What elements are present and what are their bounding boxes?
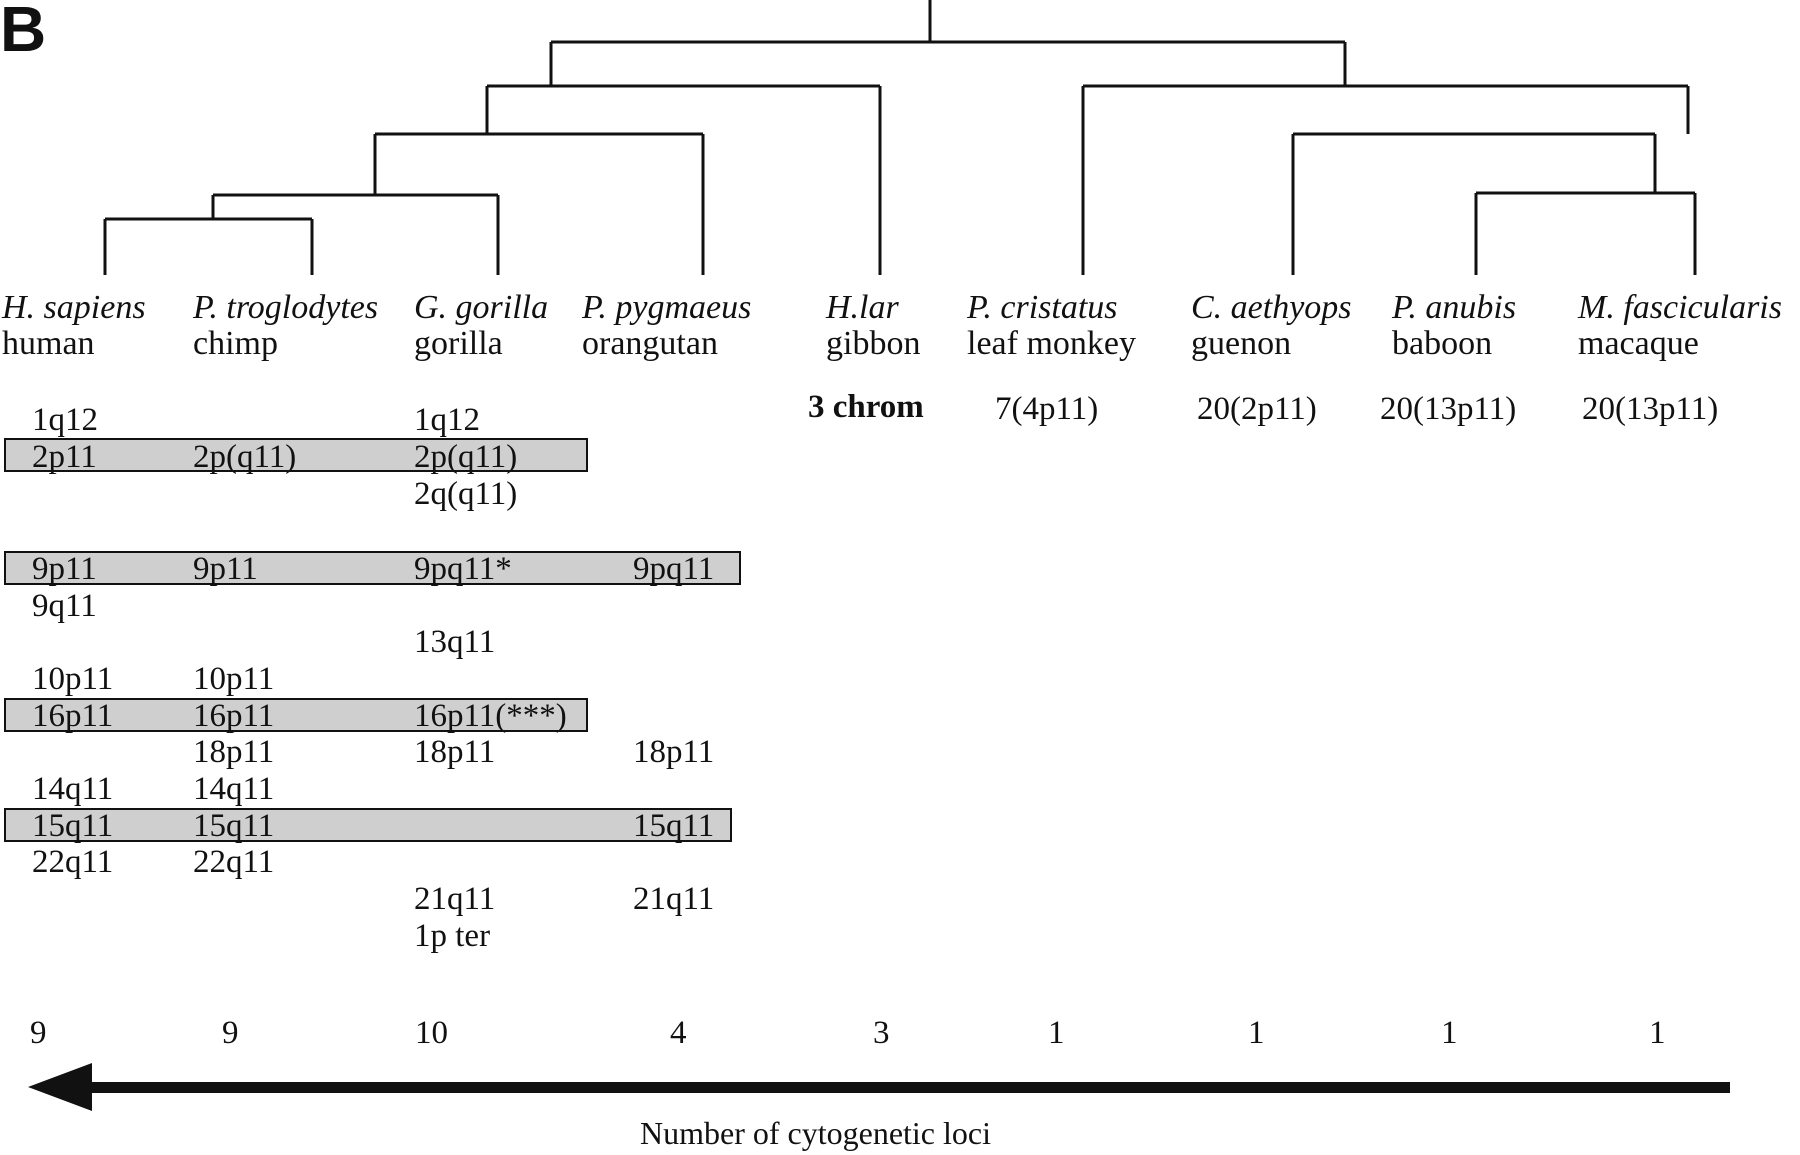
locus-entry: 14q11 <box>32 771 114 807</box>
axis-label: Number of cytogenetic loci <box>640 1115 991 1151</box>
locus-entry: 9p11 <box>193 551 258 587</box>
species-scientific-name: C. aethyops <box>1191 289 1352 326</box>
loci-count: 3 <box>873 1015 890 1051</box>
species-common-name: guenon <box>1191 325 1292 362</box>
locus-entry: 18p11 <box>193 734 275 770</box>
locus-entry: 20(2p11) <box>1197 391 1317 427</box>
locus-entry: 9q11 <box>32 588 97 624</box>
locus-entry: 15q11 <box>633 808 715 844</box>
species-scientific-name: G. gorilla <box>414 289 549 326</box>
locus-entry: 18p11 <box>633 734 715 770</box>
loci-count: 9 <box>222 1015 239 1051</box>
species-scientific-name: P. cristatus <box>967 289 1118 326</box>
species-scientific-name: P. anubis <box>1392 289 1517 326</box>
species-label-leaf-monkey: P. cristatus leaf monkey <box>967 290 1136 362</box>
loci-count: 1 <box>1248 1015 1265 1051</box>
species-common-name: leaf monkey <box>967 325 1136 362</box>
shared-locus-band-9 <box>4 551 741 585</box>
locus-entry: 9p11 <box>32 551 97 587</box>
species-label-gibbon: H.lar gibbon <box>826 290 920 362</box>
shared-locus-band-16 <box>4 698 588 732</box>
locus-entry: 21q11 <box>414 881 496 917</box>
locus-entry: 1q12 <box>32 402 98 438</box>
locus-entry: 16p11 <box>193 698 275 734</box>
locus-entry: 7(4p11) <box>995 391 1099 427</box>
locus-entry: 22q11 <box>193 844 275 880</box>
species-common-name: chimp <box>193 325 278 362</box>
species-label-gorilla: G. gorilla gorilla <box>414 290 548 362</box>
locus-entry: 16p11 <box>32 698 114 734</box>
species-scientific-name: H.lar <box>826 289 899 326</box>
species-scientific-name: M. fascicularis <box>1578 289 1782 326</box>
arrow-shaft <box>88 1082 1730 1093</box>
locus-entry: 1p ter <box>414 918 491 954</box>
shared-locus-band-15 <box>4 808 732 842</box>
species-label-human: H. sapiens human <box>2 290 146 362</box>
species-scientific-name: P. troglodytes <box>193 289 379 326</box>
species-label-baboon: P. anubis baboon <box>1392 290 1516 362</box>
locus-entry: 2q(q11) <box>414 476 518 512</box>
species-scientific-name: P. pygmaeus <box>582 289 752 326</box>
locus-entry: 21q11 <box>633 881 715 917</box>
locus-entry: 22q11 <box>32 844 114 880</box>
locus-entry: 18p11 <box>414 734 496 770</box>
species-common-name: macaque <box>1578 325 1699 362</box>
arrow-head <box>28 1063 92 1111</box>
species-label-macaque: M. fascicularis macaque <box>1578 290 1782 362</box>
panel-label: B <box>0 0 47 65</box>
locus-entry: 9pq11 <box>633 551 715 587</box>
loci-arrow <box>28 1063 1730 1111</box>
locus-entry: 20(13p11) <box>1380 391 1517 427</box>
locus-entry: 16p11(***) <box>414 698 567 734</box>
shared-locus-band-2 <box>4 438 588 472</box>
loci-count: 9 <box>30 1015 47 1051</box>
locus-entry: 13q11 <box>414 624 496 660</box>
loci-count: 10 <box>415 1015 448 1051</box>
species-label-chimp: P. troglodytes chimp <box>193 290 378 362</box>
tree-branches <box>103 0 1697 275</box>
locus-entry: 20(13p11) <box>1582 391 1719 427</box>
species-common-name: baboon <box>1392 325 1493 362</box>
locus-entry: 3 chrom <box>808 389 924 425</box>
locus-entry: 2p(q11) <box>193 439 297 475</box>
locus-entry: 14q11 <box>193 771 275 807</box>
loci-count: 4 <box>670 1015 687 1051</box>
species-common-name: gibbon <box>826 325 921 362</box>
locus-entry: 10p11 <box>32 661 114 697</box>
locus-entry: 1q12 <box>414 402 480 438</box>
loci-count: 1 <box>1048 1015 1065 1051</box>
loci-count: 1 <box>1649 1015 1666 1051</box>
species-label-guenon: C. aethyops guenon <box>1191 290 1352 362</box>
species-common-name: orangutan <box>582 325 718 362</box>
species-common-name: gorilla <box>414 325 503 362</box>
locus-entry: 15q11 <box>193 808 275 844</box>
species-label-orangutan: P. pygmaeus orangutan <box>582 290 751 362</box>
locus-entry: 9pq11* <box>414 551 512 587</box>
locus-entry: 2p(q11) <box>414 439 518 475</box>
species-scientific-name: H. sapiens <box>2 289 146 326</box>
locus-entry: 15q11 <box>32 808 114 844</box>
loci-count: 1 <box>1441 1015 1458 1051</box>
locus-entry: 10p11 <box>193 661 275 697</box>
locus-entry: 2p11 <box>32 439 97 475</box>
species-common-name: human <box>2 325 95 362</box>
